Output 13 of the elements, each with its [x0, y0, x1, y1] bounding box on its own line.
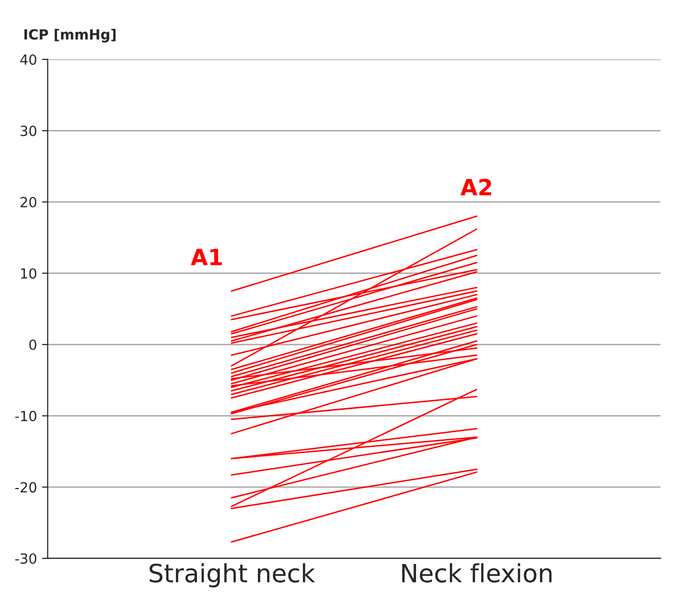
y-tick-label: 30 — [20, 126, 36, 136]
annotation: A2 — [460, 178, 492, 196]
annotation: A1 — [190, 248, 222, 266]
y-tick-label: -20 — [15, 482, 36, 493]
x-tick-label: Neck flexion — [402, 563, 552, 583]
y-tick-label: 0 — [29, 339, 36, 350]
y-tick-label: -30 — [15, 553, 36, 564]
y-tick-label: 20 — [20, 196, 36, 208]
y-tick-label: 40 — [20, 54, 36, 65]
y-axis-title: ICP [mmHg] — [24, 28, 116, 42]
y-tick-label: -10 — [15, 410, 36, 422]
y-tick-label: 10 — [21, 268, 36, 279]
x-tick-label: Straight neck — [150, 563, 316, 588]
